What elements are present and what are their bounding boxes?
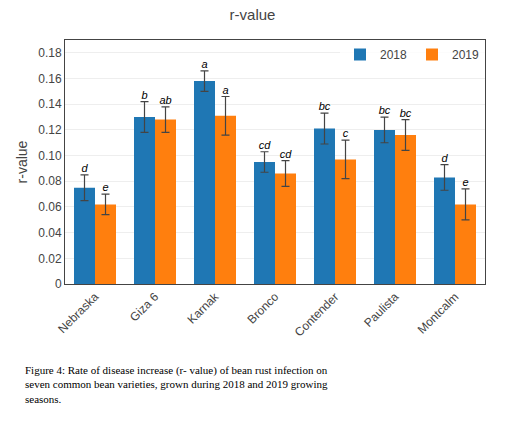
svg-text:0.12: 0.12 [38, 123, 62, 137]
svg-text:Giza 6: Giza 6 [127, 290, 162, 325]
svg-text:2019: 2019 [452, 48, 479, 62]
svg-text:Figure 4: Rate of disease incr: Figure 4: Rate of disease increase (r- v… [25, 364, 328, 405]
svg-text:0.04: 0.04 [38, 226, 62, 240]
svg-text:Bronco: Bronco [245, 290, 282, 327]
svg-text:d: d [441, 152, 448, 164]
svg-text:Paulista: Paulista [361, 290, 401, 330]
svg-text:e: e [462, 176, 468, 188]
svg-text:bc: bc [400, 107, 412, 119]
svg-text:bc: bc [379, 104, 391, 116]
svg-text:b: b [141, 89, 147, 101]
svg-text:a: a [222, 84, 228, 96]
svg-text:0.18: 0.18 [38, 46, 62, 60]
svg-text:0.14: 0.14 [38, 97, 62, 111]
svg-text:0.08: 0.08 [38, 174, 62, 188]
svg-text:c: c [343, 127, 349, 139]
svg-text:a: a [201, 58, 207, 70]
svg-text:Karnak: Karnak [185, 289, 222, 326]
svg-text:bc: bc [319, 100, 331, 112]
svg-text:cd: cd [259, 139, 272, 151]
svg-text:0.16: 0.16 [38, 72, 62, 86]
svg-text:ab: ab [159, 94, 171, 106]
svg-text:r-value: r-value [14, 140, 30, 183]
svg-text:0.06: 0.06 [38, 200, 62, 214]
svg-text:0.02: 0.02 [38, 252, 62, 266]
svg-text:0: 0 [55, 277, 62, 291]
svg-text:Montcalm: Montcalm [415, 290, 462, 337]
svg-text:Contender: Contender [292, 290, 342, 340]
svg-text:r-value: r-value [230, 6, 276, 23]
svg-text:Nebraska: Nebraska [55, 290, 101, 336]
svg-text:0.10: 0.10 [38, 149, 62, 163]
svg-text:e: e [102, 181, 108, 193]
svg-text:d: d [81, 162, 88, 174]
svg-text:cd: cd [280, 148, 293, 160]
svg-text:2018: 2018 [380, 48, 407, 62]
